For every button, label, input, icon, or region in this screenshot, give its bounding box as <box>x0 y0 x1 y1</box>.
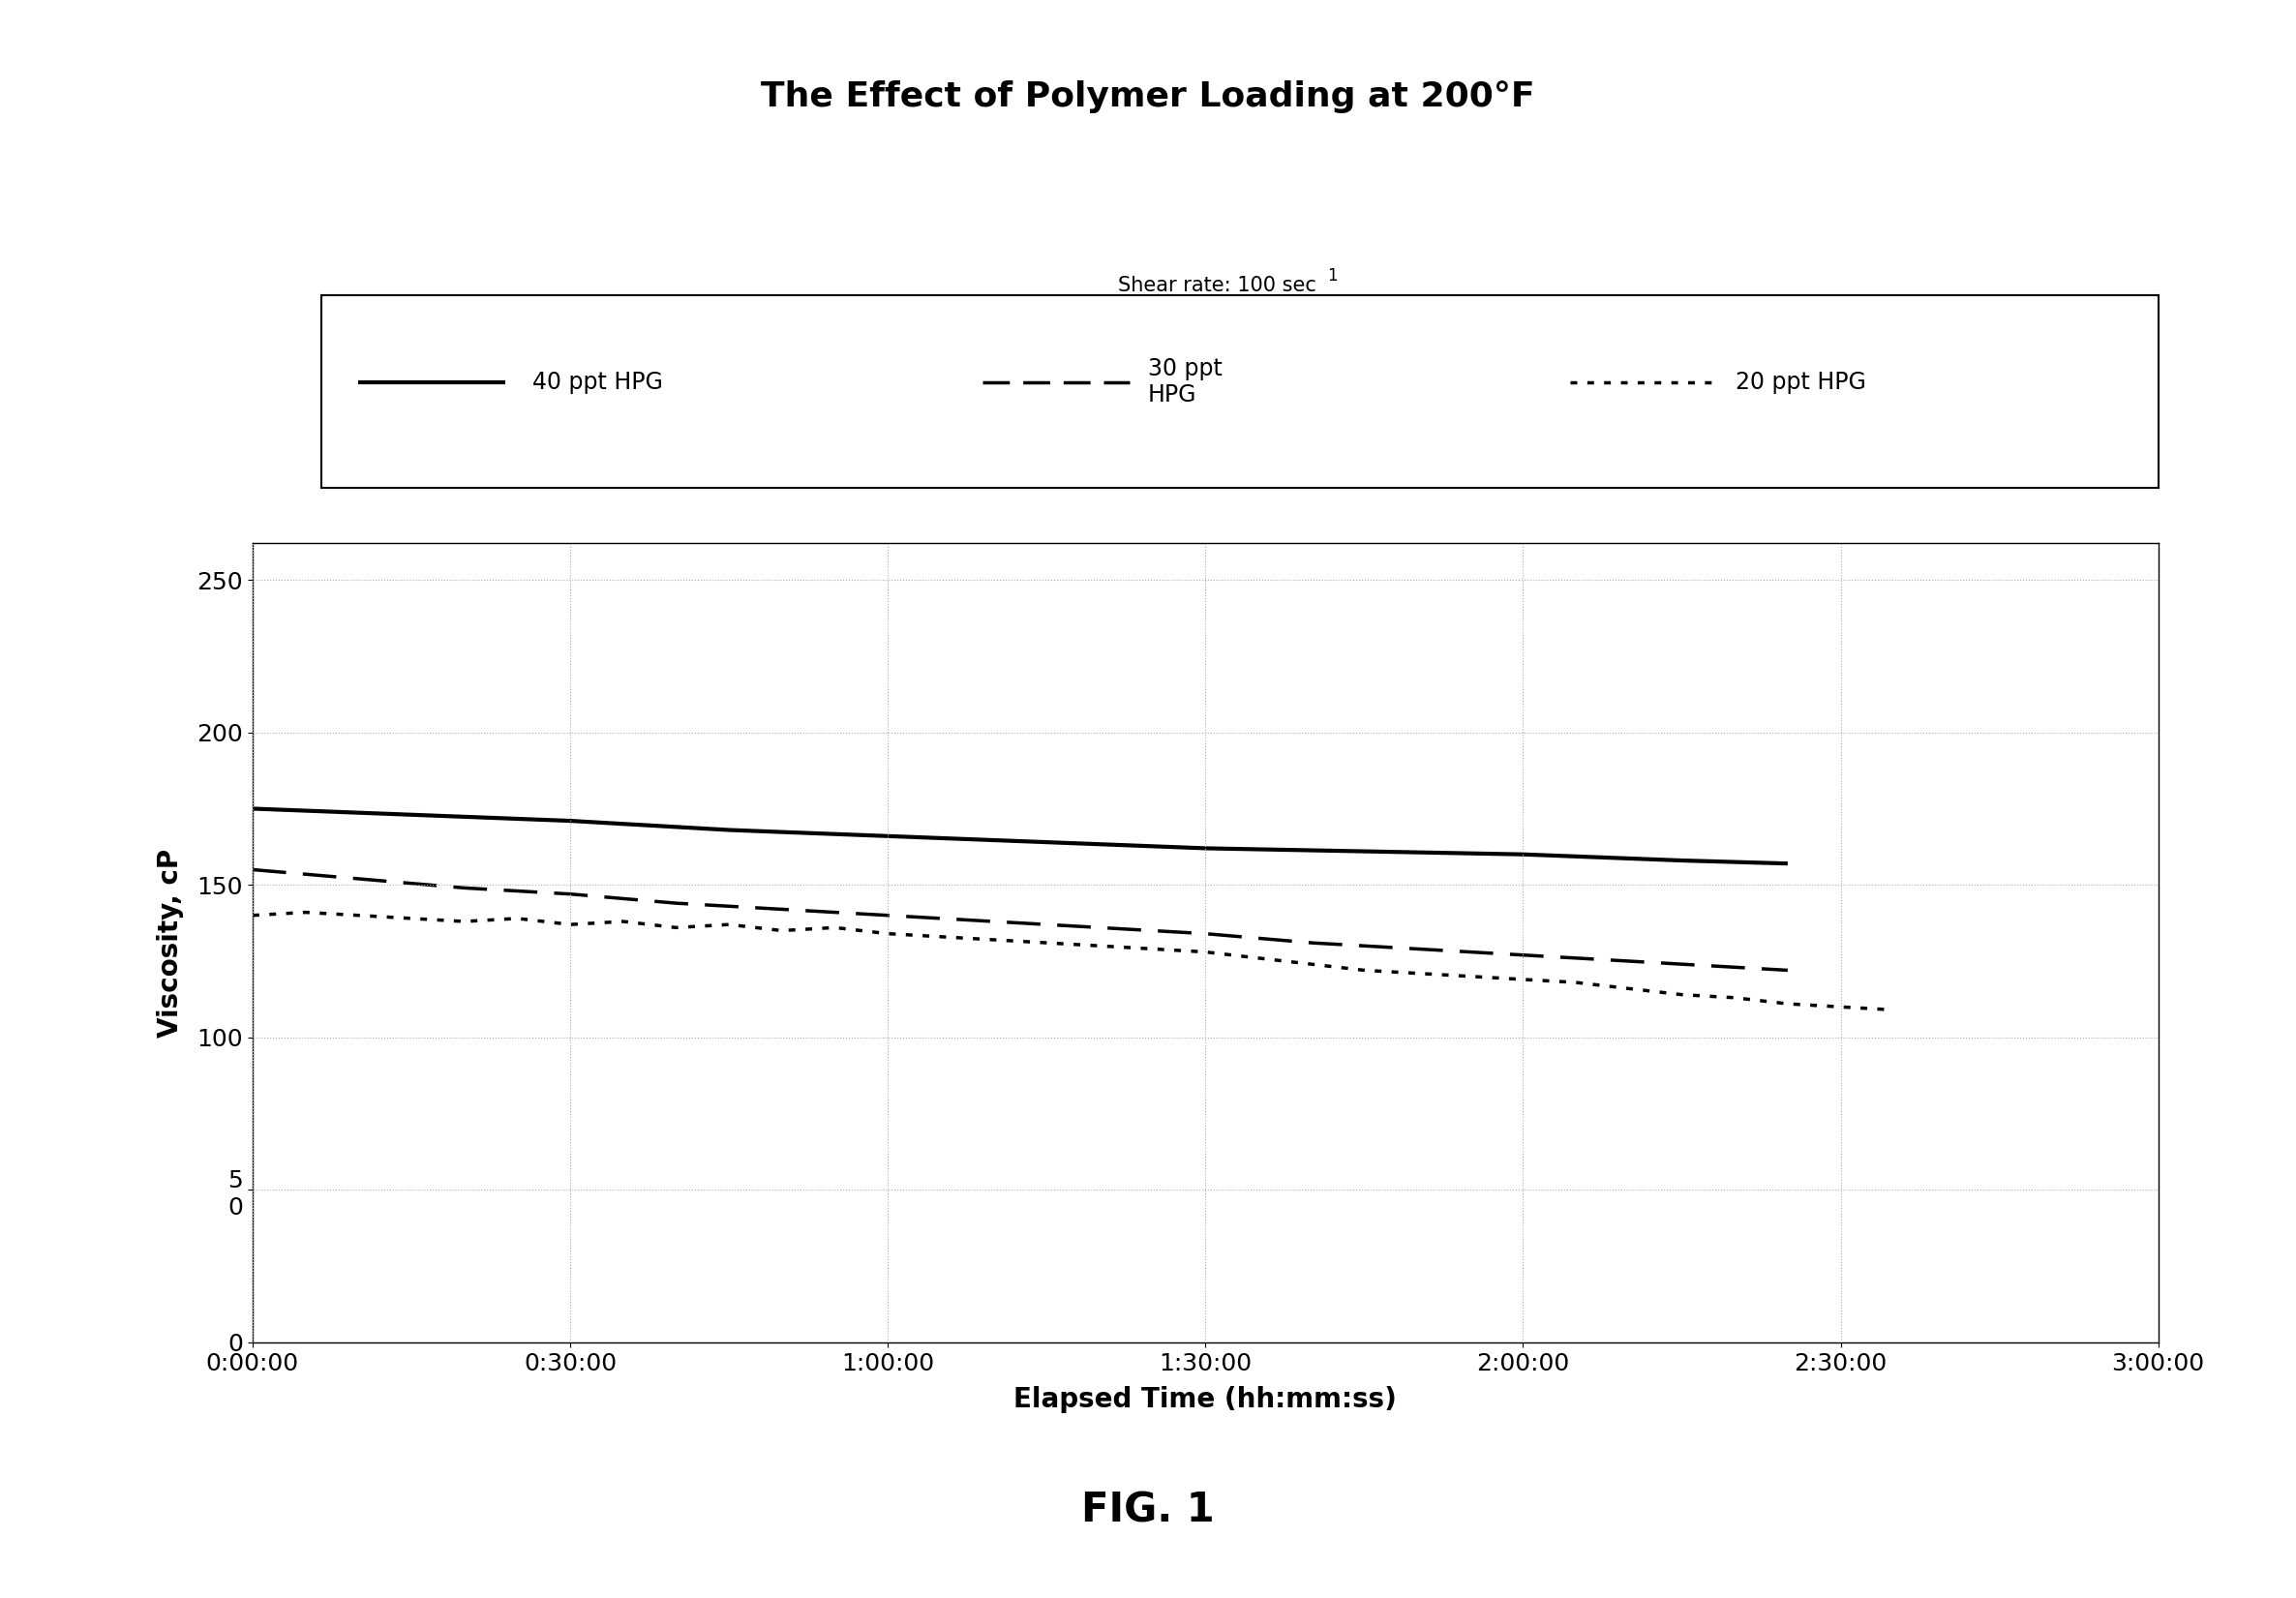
Y-axis label: Viscosity, cP: Viscosity, cP <box>156 849 184 1037</box>
Text: FIG. 1: FIG. 1 <box>1081 1489 1215 1531</box>
Text: 20 ppt HPG: 20 ppt HPG <box>1736 371 1867 393</box>
Text: Shear rate: 100 sec: Shear rate: 100 sec <box>1118 276 1316 296</box>
X-axis label: Elapsed Time (hh:mm:ss): Elapsed Time (hh:mm:ss) <box>1015 1385 1396 1413</box>
Text: 40 ppt HPG: 40 ppt HPG <box>533 371 664 393</box>
Text: 1: 1 <box>1327 267 1336 284</box>
Text: 30 ppt
HPG: 30 ppt HPG <box>1148 356 1221 407</box>
Text: The Effect of Polymer Loading at 200°F: The Effect of Polymer Loading at 200°F <box>760 80 1536 113</box>
